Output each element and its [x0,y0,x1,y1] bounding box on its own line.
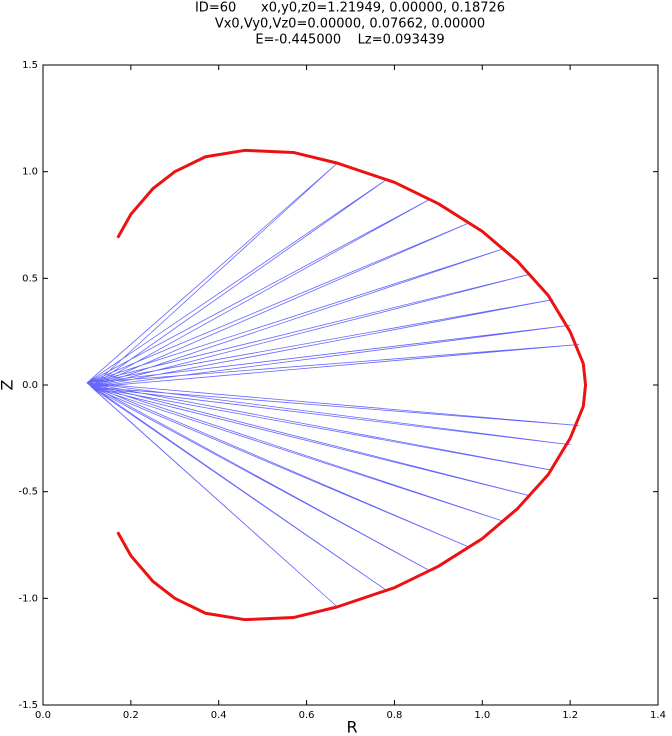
x-tick-label: 0.4 [211,710,227,721]
x-tick-label: 0.6 [299,710,315,721]
title-line: Vx0,Vy0,Vz0=0.00000, 0.07662, 0.00000 [215,17,485,32]
y-tick-label: 0.0 [22,380,38,391]
y-axis-label: Z [0,379,17,390]
x-tick-label: 1.0 [474,710,490,721]
y-tick-label: 1.0 [22,167,38,178]
x-tick-label: 1.2 [562,710,578,721]
x-tick-label: 0.0 [35,710,51,721]
title-line: E=-0.445000 Lz=0.093439 [255,33,444,48]
y-tick-label: -1.0 [18,593,38,604]
y-tick-label: -0.5 [18,487,38,498]
x-axis-label: R [346,718,357,736]
y-tick-label: 1.5 [22,60,38,71]
data-line [116,148,588,622]
x-tick-label: 1.4 [650,710,666,721]
title-line: ID=60 x0,y0,z0=1.21949, 0.00000, 0.18726 [195,1,505,16]
y-tick-label: -1.5 [18,700,38,711]
data-line [86,162,580,608]
y-tick-label: 0.5 [22,273,38,284]
x-tick-label: 0.8 [386,710,402,721]
x-tick-label: 0.2 [123,710,139,721]
